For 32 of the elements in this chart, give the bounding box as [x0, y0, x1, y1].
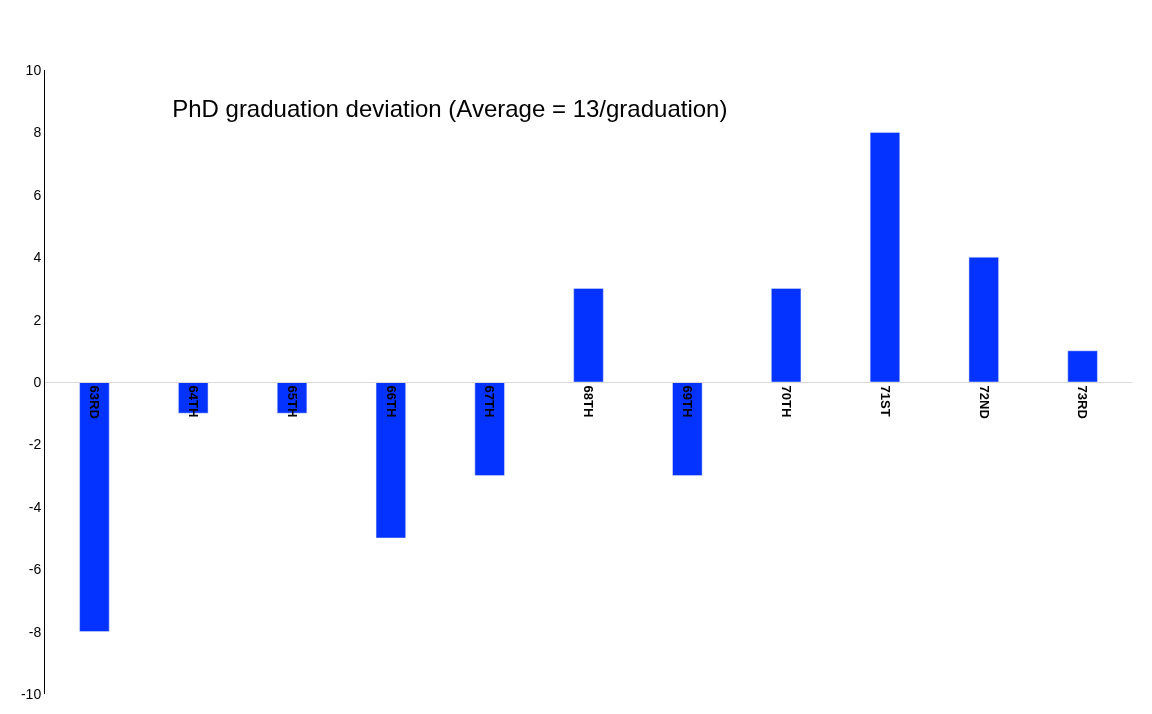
bar — [573, 288, 604, 383]
y-tick-label: -4 — [28, 498, 42, 515]
bar — [869, 132, 901, 383]
bar — [474, 381, 505, 476]
x-tick-label: 63RD — [87, 385, 103, 419]
x-tick-label: 73RD — [1075, 385, 1091, 419]
bar — [968, 256, 999, 383]
y-tick-label: -10 — [20, 685, 42, 702]
y-tick-label: -2 — [28, 436, 42, 453]
y-tick-label: -6 — [28, 561, 42, 578]
x-tick-label: 71ST — [877, 385, 893, 417]
x-tick-label: 64TH — [186, 385, 201, 418]
y-tick-label: 4 — [33, 249, 42, 266]
x-tick-label: 66TH — [383, 385, 399, 418]
bar — [79, 381, 110, 632]
bar — [771, 288, 802, 383]
bar — [672, 381, 703, 476]
y-tick-label: 6 — [33, 186, 42, 203]
x-tick-label: 68TH — [581, 385, 597, 418]
y-tick-label: -8 — [28, 623, 42, 640]
y-tick-label: 2 — [33, 311, 42, 328]
bar — [1067, 350, 1098, 383]
y-tick-label: 10 — [25, 61, 42, 78]
x-tick-label: 72ND — [976, 385, 992, 419]
text: PhD graduation deviation (Average = 13/graduation) — [172, 94, 728, 122]
x-tick-label: 70TH — [778, 385, 794, 418]
bar — [375, 381, 406, 539]
x-tick-label: 69TH — [680, 385, 696, 418]
x-tick-label: 67TH — [482, 385, 498, 418]
x-tick-label: 65TH — [284, 385, 300, 418]
y-tick-label: 8 — [33, 124, 42, 141]
y-tick-label: 0 — [33, 373, 42, 390]
